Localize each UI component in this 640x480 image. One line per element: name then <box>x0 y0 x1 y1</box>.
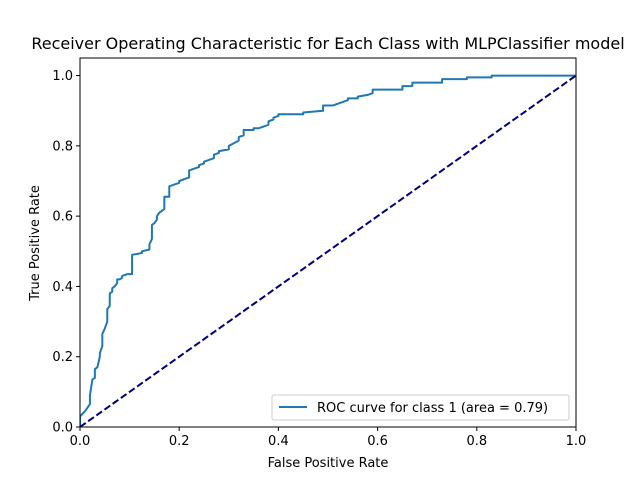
y-tick-label: 0.6 <box>52 210 73 225</box>
chart-title: Receiver Operating Characteristic for Ea… <box>31 34 624 53</box>
y-tick-label: 0.2 <box>52 350 73 365</box>
axes-frame <box>79 57 577 428</box>
y-tick-label: 0.4 <box>52 280 73 295</box>
axis-ticks: 0.0 0.2 0.4 0.6 0.8 1.0 0.0 0.2 0.4 0.6 0.8 1.0 <box>52 69 586 449</box>
y-tick-label: 0.8 <box>52 139 73 154</box>
plot-area <box>80 74 576 427</box>
legend-label-roc: ROC curve for class 1 (area = 0.79) <box>317 401 548 416</box>
roc-curve-series <box>80 74 576 427</box>
x-tick-label: 0.8 <box>466 434 487 449</box>
x-tick-label: 1.0 <box>566 434 587 449</box>
x-tick-label: 0.2 <box>169 434 190 449</box>
chance-line-series <box>80 74 576 427</box>
y-tick-label: 1.0 <box>52 69 73 84</box>
x-axis-label: False Positive Rate <box>268 456 389 471</box>
x-tick-label: 0.6 <box>367 434 388 449</box>
legend: ROC curve for class 1 (area = 0.79) <box>271 394 570 421</box>
legend-box <box>271 394 570 421</box>
y-axis-label: True Positive Rate <box>28 185 43 302</box>
x-tick-label: 0.0 <box>70 434 91 449</box>
y-tick-label: 0.0 <box>52 421 73 436</box>
x-tick-label: 0.4 <box>268 434 289 449</box>
